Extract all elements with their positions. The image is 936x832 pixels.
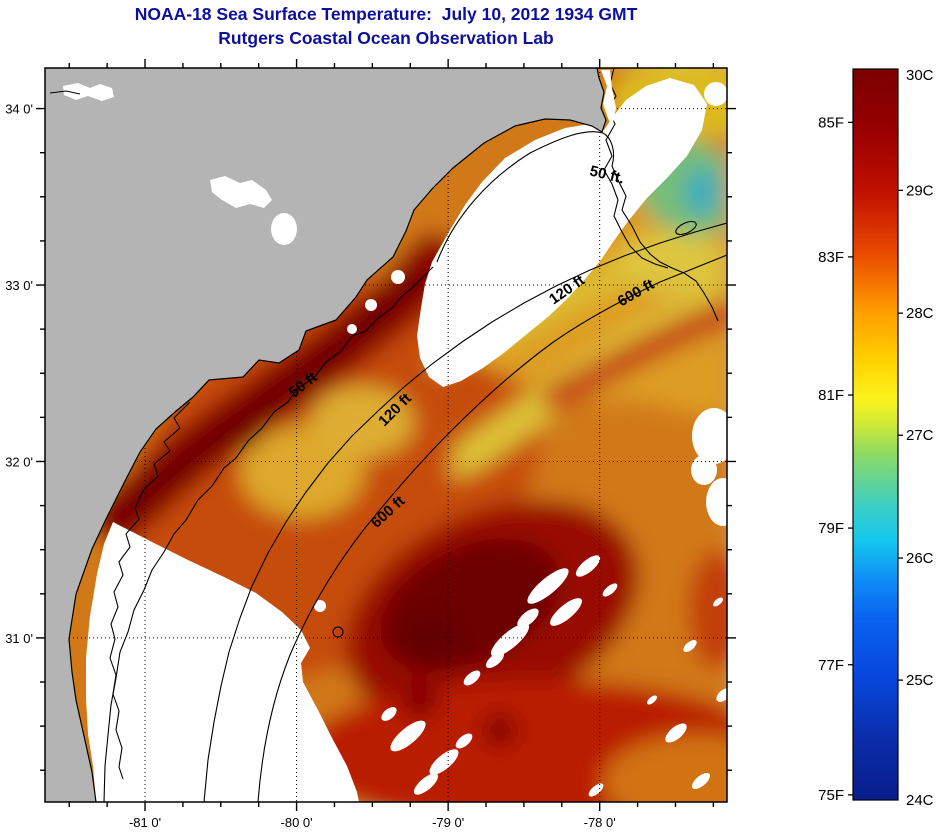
- figure-title: NOAA-18 Sea Surface Temperature: July 10…: [134, 4, 638, 24]
- y-axis-tick-label: 32 0': [5, 454, 33, 469]
- lake-marion: [210, 176, 272, 208]
- colorbar: 30C 29C 28C 27C 26C 25C 24C 85F 83F 81F 79F 77F 75F: [818, 67, 934, 809]
- depth-contours: [103, 68, 727, 802]
- colorbar-label-celsius: 28C: [906, 305, 934, 322]
- figure-subtitle: Rutgers Coastal Ocean Observation Lab: [218, 28, 554, 48]
- coastline: [68, 68, 607, 802]
- colorbar-label-celsius: 26C: [906, 550, 934, 567]
- colorbar-label-fahrenheit: 83F: [818, 249, 844, 266]
- colorbar-label-celsius: 27C: [906, 427, 934, 444]
- colorbar-label-celsius: 25C: [906, 672, 934, 689]
- colorbar-gradient: [852, 68, 899, 801]
- colorbar-label-fahrenheit: 77F: [818, 657, 844, 674]
- contour-50ft-coastal: [103, 266, 434, 802]
- cloud-southwest: [86, 522, 359, 802]
- map-area: [45, 68, 727, 802]
- y-axis-tick-label: 31 0': [5, 631, 33, 646]
- colorbar-label-fahrenheit: 79F: [818, 520, 844, 537]
- map-axes: -81 0' -80 0' -79 0' -78 0' 34 0' 33 0' 32 0' 3…: [5, 59, 736, 830]
- colorbar-label-fahrenheit: 75F: [818, 787, 844, 804]
- x-axis-tick-label: -79 0': [432, 815, 464, 830]
- colorbar-label-fahrenheit: 81F: [818, 387, 844, 404]
- marsh-line: [109, 401, 191, 780]
- lake-northwest: [63, 83, 114, 101]
- map-frame: [44, 67, 728, 803]
- colorbar-ticks: 30C 29C 28C 27C 26C 25C 24C 85F 83F 81F 79F 77F 75F: [818, 67, 934, 809]
- figure-titles: NOAA-18 Sea Surface Temperature: July 10…: [45, 2, 727, 50]
- contour-50ft-arc: [436, 131, 719, 322]
- colorbar-label-celsius: 30C: [906, 67, 934, 84]
- cloud-long-bay: [417, 78, 707, 387]
- contour-ring: [332, 626, 344, 638]
- colorbar-label-celsius: 24C: [906, 792, 934, 809]
- contour-600ft: [257, 254, 727, 802]
- x-axis-tick-label: -80 0': [281, 815, 313, 830]
- lake-moultrie: [271, 213, 297, 245]
- cloud-mask: [86, 78, 727, 802]
- colorbar-label-fahrenheit: 85F: [818, 114, 844, 131]
- land: [45, 68, 616, 802]
- contour-120ft: [203, 222, 727, 802]
- x-axis-tick-label: -78 0': [584, 815, 616, 830]
- x-axis-tick-label: -81 0': [129, 815, 161, 830]
- y-axis-tick-label: 33 0': [5, 278, 33, 293]
- y-axis-tick-label: 34 0': [5, 102, 33, 117]
- cape-fear-river: [601, 70, 616, 128]
- colorbar-label-celsius: 29C: [906, 182, 934, 199]
